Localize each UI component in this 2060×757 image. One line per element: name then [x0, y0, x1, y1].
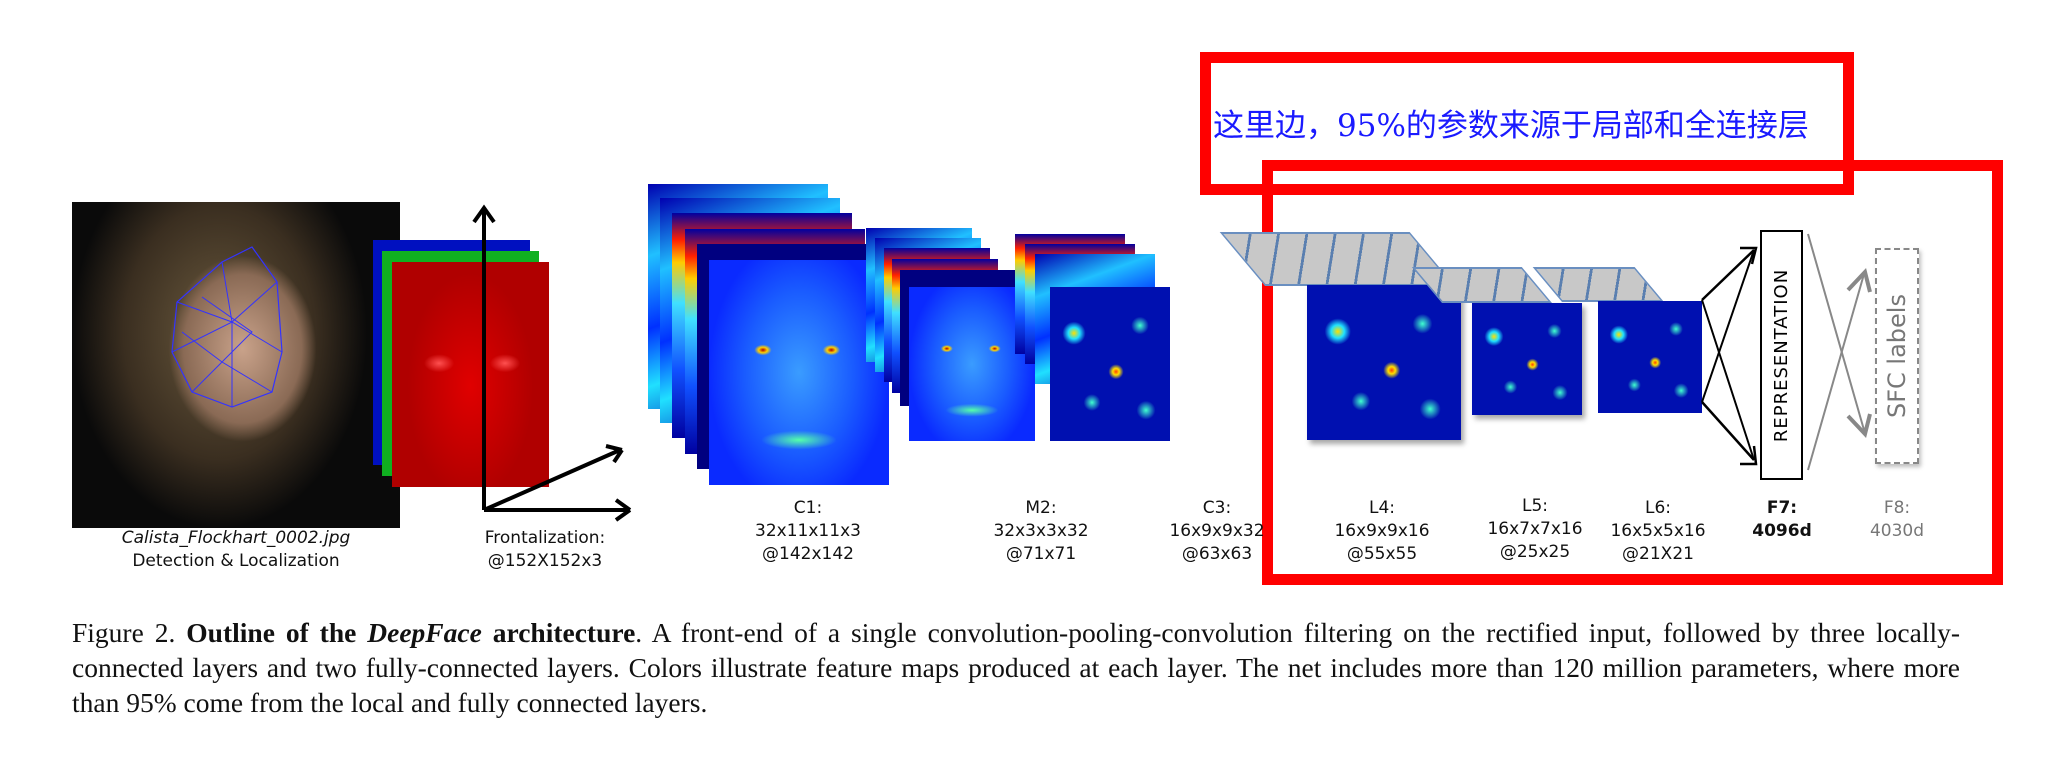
caption-title-em: DeepFace — [367, 617, 482, 648]
layer-filter: 32x3x3x32 — [993, 521, 1089, 541]
axes-arrows-icon — [472, 204, 632, 522]
frontalization-label: Frontalization: @152X152x3 — [485, 527, 606, 573]
layer-filter: 16x7x7x16 — [1487, 519, 1583, 539]
f7-box-label: REPRESENTATION — [1771, 268, 1793, 442]
layer-label-m2: M2: 32x3x3x32 @71x71 — [993, 497, 1088, 566]
layer-label-c1: C1: 32x11x11x3 @142x142 — [755, 497, 861, 566]
layer-filter: 16x9x9x16 — [1334, 521, 1430, 541]
layer-label-l5: L5: 16x7x7x16 @25x25 — [1487, 495, 1582, 564]
layer-size: @63x63 — [1181, 544, 1253, 564]
channel-red-face — [392, 262, 549, 487]
layer-label-c3: C3: 16x9x9x32 @63x63 — [1169, 497, 1264, 566]
layer-filter: 32x11x11x3 — [755, 521, 861, 541]
layer-size: @25x25 — [1499, 542, 1571, 562]
layer-name: F7: — [1766, 498, 1798, 518]
c1-map-front — [709, 260, 889, 485]
annotation-text: 这里边，95%的参数来源于局部和全连接层 — [1213, 108, 1809, 144]
landmark-mesh-icon — [171, 246, 283, 408]
annotation-box — [1200, 52, 1854, 195]
caption-title-post: architecture — [492, 617, 636, 648]
layer-size: @142x142 — [762, 544, 854, 564]
layer-size: @55x55 — [1346, 544, 1418, 564]
m2-map-front — [909, 287, 1035, 441]
input-label: Calista_Flockhart_0002.jpg Detection & L… — [122, 527, 351, 573]
layer-dim: 4096d — [1752, 521, 1812, 541]
l4-map-front — [1307, 285, 1461, 440]
layer-name: C3: — [1202, 498, 1232, 518]
caption-title-pre: Outline of the — [186, 617, 357, 648]
layer-name: L5: — [1521, 496, 1549, 516]
layer-size: @21X21 — [1622, 544, 1694, 564]
caption-body: . A front-end of a single convolution-po… — [72, 617, 1961, 718]
input-filename: Calista_Flockhart_0002.jpg — [121, 528, 351, 548]
layer-filter: 16x9x9x32 — [1169, 521, 1265, 541]
layer-dim: 4030d — [1869, 521, 1925, 541]
fc-connection-arrows-icon — [1701, 233, 1872, 471]
f8-box-label: SFC labels — [1883, 294, 1912, 418]
frontalization-size: @152X152x3 — [487, 551, 603, 571]
f8-sfc-labels-box: SFC labels — [1875, 248, 1919, 464]
figure-number: Figure 2. — [72, 617, 176, 648]
layer-name: M2: — [1025, 498, 1057, 518]
l6-map-front — [1598, 301, 1702, 413]
layer-name: L6: — [1644, 498, 1672, 518]
caption-title: Outline of the DeepFace architecture — [186, 617, 635, 648]
layer-size: @71x71 — [1005, 544, 1077, 564]
layer-label-f8: F8: 4030d — [1870, 497, 1924, 543]
frontalization-title: Frontalization: — [484, 528, 606, 548]
layer-label-l6: L6: 16x5x5x16 @21X21 — [1610, 497, 1705, 566]
input-face-photo — [72, 202, 400, 528]
figure-caption: Figure 2. Outline of the DeepFace archit… — [72, 615, 1960, 720]
layer-name: F8: — [1883, 498, 1911, 518]
layer-label-l4: L4: 16x9x9x16 @55x55 — [1334, 497, 1429, 566]
f7-representation-box: REPRESENTATION — [1760, 230, 1803, 480]
layer-name: C1: — [793, 498, 823, 518]
c3-map-front — [1050, 287, 1170, 441]
input-stage: Detection & Localization — [132, 551, 340, 571]
l5-map-front — [1472, 303, 1582, 415]
layer-filter: 16x5x5x16 — [1610, 521, 1706, 541]
layer-label-f7: F7: 4096d — [1752, 497, 1811, 543]
highlight-box-local-fc-layers — [1262, 160, 2003, 585]
layer-name: L4: — [1368, 498, 1396, 518]
